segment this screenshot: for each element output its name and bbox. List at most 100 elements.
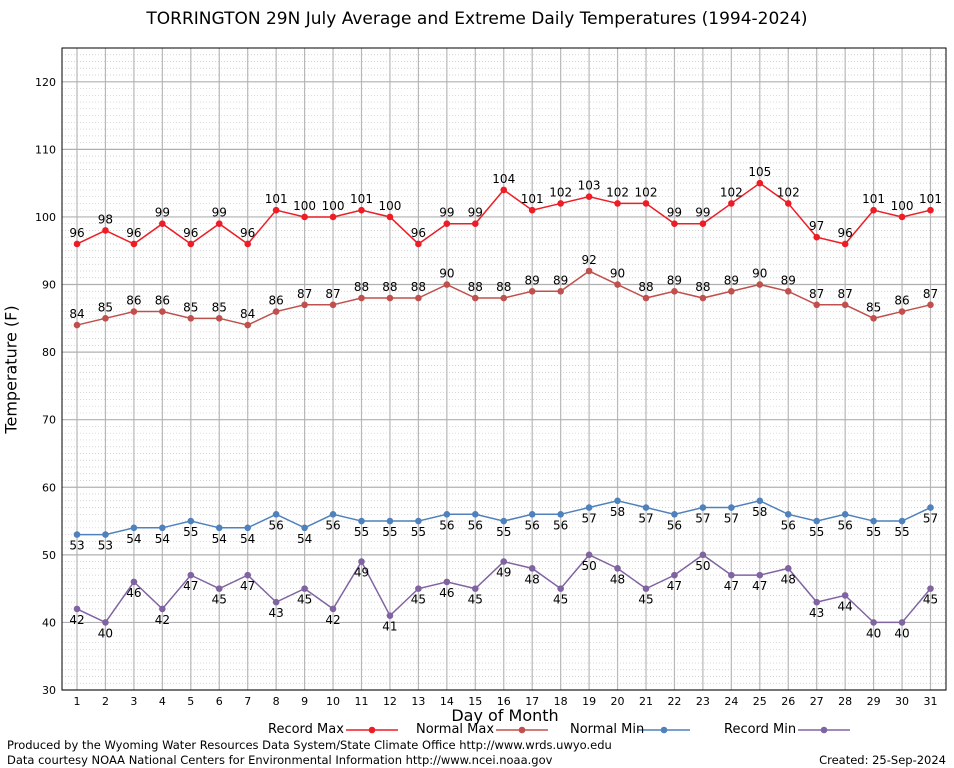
data-label-normal-max: 88 [695, 280, 710, 294]
x-tick-label: 16 [497, 695, 511, 708]
data-point-record-min [244, 571, 251, 579]
data-point-record-min [187, 571, 195, 579]
plot-frame [61, 47, 947, 691]
data-label-record-min: 47 [240, 579, 255, 593]
data-label-normal-max: 85 [212, 300, 227, 314]
data-label-normal-min: 56 [667, 518, 682, 532]
data-label-normal-min: 57 [923, 512, 938, 526]
data-point-record-max [927, 206, 934, 214]
x-tick-label: 10 [326, 695, 340, 708]
x-tick-label: 8 [273, 695, 280, 708]
data-point-normal-min [813, 517, 820, 525]
data-label-record-min: 47 [724, 579, 739, 593]
data-point-record-min [102, 619, 109, 626]
data-point-record-max [500, 186, 508, 194]
x-tick-label: 24 [724, 695, 738, 708]
data-label-record-min: 40 [98, 626, 113, 640]
data-label-record-min: 48 [610, 572, 625, 586]
data-point-normal-min [927, 504, 934, 511]
data-point-normal-min [187, 517, 195, 525]
y-tick-label: 60 [42, 481, 56, 494]
data-point-record-max [272, 206, 280, 214]
footer-data-courtesy: Data courtesy NOAA National Centers for … [7, 753, 553, 767]
data-label-record-min: 48 [525, 572, 540, 586]
data-point-normal-min [329, 510, 337, 518]
data-point-record-max [102, 227, 109, 234]
data-label-record-max: 96 [838, 226, 853, 240]
data-label-record-min: 43 [269, 606, 284, 620]
x-tick-label: 3 [130, 695, 137, 708]
data-label-normal-min: 56 [468, 518, 483, 532]
data-point-record-min [272, 598, 280, 606]
data-label-normal-min: 55 [866, 525, 881, 539]
data-point-record-min [671, 571, 678, 579]
data-point-normal-max [642, 294, 650, 302]
y-tick-label: 110 [35, 143, 56, 156]
data-label-normal-max: 85 [183, 300, 198, 314]
data-point-record-max [415, 240, 422, 248]
data-point-normal-max [301, 301, 308, 309]
data-label-record-min: 45 [468, 593, 483, 607]
data-point-normal-max [187, 315, 195, 322]
data-label-normal-max: 89 [667, 273, 682, 287]
data-point-record-max [215, 220, 223, 228]
data-point-normal-min [614, 497, 621, 505]
x-tick-label: 29 [867, 695, 881, 708]
data-point-record-min [756, 571, 764, 579]
data-point-normal-max [415, 294, 422, 302]
x-tick-label: 19 [582, 695, 596, 708]
data-point-normal-max [130, 308, 138, 315]
data-point-normal-max [784, 287, 792, 295]
data-point-record-min [301, 585, 308, 592]
data-point-normal-min [642, 504, 650, 511]
data-label-record-max: 102 [606, 185, 629, 199]
data-label-record-min: 47 [183, 579, 198, 593]
data-label-normal-min: 55 [382, 525, 397, 539]
data-label-normal-min: 56 [269, 518, 284, 532]
data-label-normal-max: 90 [439, 267, 454, 281]
data-label-normal-min: 54 [297, 532, 312, 546]
data-label-normal-min: 55 [894, 525, 909, 539]
x-tick-label: 5 [187, 695, 194, 708]
data-label-normal-min: 56 [439, 518, 454, 532]
data-point-record-max [642, 200, 650, 207]
data-point-record-max [841, 240, 849, 248]
legend-item-normal-max: Normal Max [416, 722, 494, 737]
data-label-record-min: 46 [126, 586, 141, 600]
data-point-normal-min [728, 504, 735, 511]
data-point-normal-min [272, 510, 280, 518]
data-label-record-max: 96 [411, 226, 426, 240]
data-label-normal-max: 85 [866, 300, 881, 314]
data-point-normal-max [614, 281, 621, 288]
legend-label-record-min: Record Min [724, 722, 797, 737]
data-label-record-min: 48 [781, 572, 796, 586]
data-label-record-max: 101 [265, 192, 288, 206]
data-point-normal-max [756, 281, 764, 288]
data-label-record-min: 42 [69, 613, 84, 627]
x-tick-label: 9 [301, 695, 308, 708]
data-point-normal-min [415, 517, 422, 525]
data-label-record-min: 50 [695, 559, 710, 573]
legend-item-record-max: Record Max [268, 722, 344, 737]
data-point-record-max [614, 200, 621, 207]
data-point-normal-max [329, 301, 337, 309]
data-label-record-max: 104 [492, 172, 515, 186]
data-label-normal-min: 57 [581, 512, 596, 526]
data-point-record-min [215, 585, 223, 592]
data-label-record-max: 102 [777, 185, 800, 199]
data-point-normal-min [784, 510, 792, 518]
legend-marker-record-max [368, 726, 376, 734]
data-point-record-max [699, 220, 707, 228]
data-label-normal-max: 90 [610, 267, 625, 281]
data-label-normal-min: 53 [69, 539, 84, 553]
data-point-normal-max [358, 294, 365, 302]
x-tick-label: 18 [554, 695, 568, 708]
data-label-normal-max: 89 [781, 273, 796, 287]
data-label-normal-max: 88 [638, 280, 653, 294]
data-label-record-max: 96 [126, 226, 141, 240]
y-tick-label: 90 [42, 279, 56, 292]
data-point-record-min [699, 551, 707, 559]
data-label-record-min: 45 [553, 593, 568, 607]
